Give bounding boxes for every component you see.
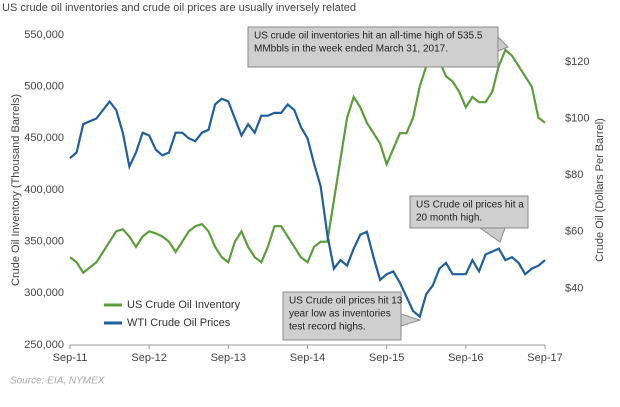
annotation-text: year low as inventories [289, 309, 391, 320]
annotation: US Crude oil prices hit 13 year low as in… [282, 291, 422, 341]
y-tick-label: 550,000 [24, 29, 64, 41]
x-tick-label: Sep-15 [369, 352, 404, 364]
annotation-text: US Crude oil prices hit a [416, 200, 524, 211]
annotation-pointer [478, 227, 506, 243]
annotation-box [247, 26, 499, 68]
legend-label: US Crude Oil Inventory [127, 299, 241, 311]
y-axis-label: Crude Oil Inventory (Thousand Barrels) [10, 94, 22, 286]
annotation: US Crude oil prices hit a 20 month high. [409, 195, 529, 243]
x-tick-label: Sep-17 [527, 352, 562, 364]
chart-title: US crude oil inventories and crude oil p… [2, 2, 356, 14]
y-tick-label: 450,000 [24, 132, 64, 144]
x-tick-label: Sep-16 [448, 352, 483, 364]
source: Source: EIA, NYMEX [10, 376, 105, 387]
annotation-text: 20 month high. [416, 213, 482, 224]
y2-tick-label: $100 [565, 112, 589, 124]
y2-axis-label: Crude Oil (Dollars Per Barrel) [594, 118, 606, 262]
y-tick-label: 400,000 [24, 184, 64, 196]
annotation-pointer [497, 35, 509, 52]
x-tick-label: Sep-13 [211, 352, 246, 364]
y-tick-label: 350,000 [24, 236, 64, 248]
y2-tick-label: $80 [565, 169, 583, 181]
annotation-text: US crude oil inventories hit an all-time… [254, 31, 483, 42]
annotation-text: MMbbls in the week ended March 31, 2017. [254, 44, 448, 55]
annotation: US crude oil inventories hit an all-time… [247, 26, 509, 68]
annotation-text: US Crude oil prices hit 13 [289, 296, 403, 307]
series-line [69, 48, 546, 275]
y-tick-label: 300,000 [24, 287, 64, 299]
annotation-box [409, 195, 529, 229]
y2-tick-label: $60 [565, 226, 583, 238]
x-tick-label: Sep-12 [131, 352, 166, 364]
annotation-text: test record highs. [289, 322, 366, 333]
y2-tick-label: $120 [565, 56, 589, 68]
x-tick-label: Sep-14 [290, 352, 325, 364]
y2-tick-label: $40 [565, 282, 583, 294]
annotation-box [282, 291, 402, 341]
y-tick-label: 250,000 [24, 339, 64, 351]
y-tick-label: 500,000 [24, 81, 64, 93]
series-line [69, 97, 546, 319]
legend-label: WTI Crude Oil Prices [127, 317, 231, 329]
x-tick-label: Sep-11 [53, 352, 88, 364]
